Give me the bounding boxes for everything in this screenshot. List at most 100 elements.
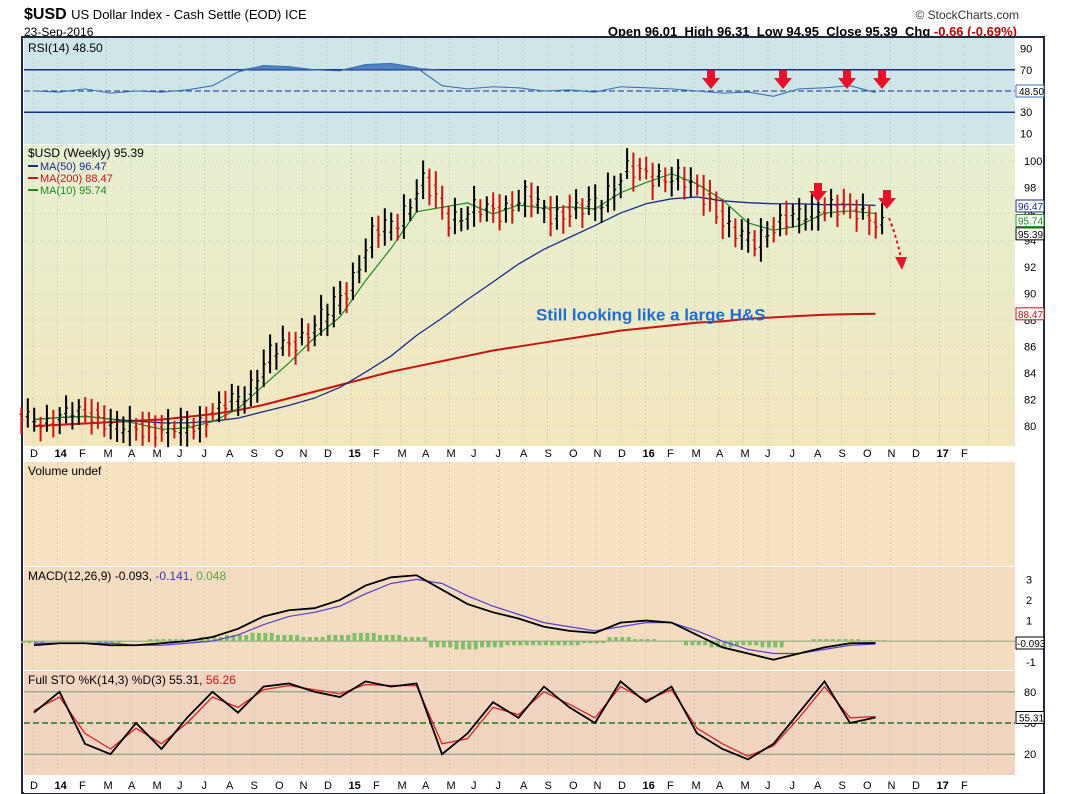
x-tick-label: M (447, 448, 456, 460)
macd-hist-bar (231, 634, 236, 642)
macd-hist-bar (645, 639, 650, 642)
macd-hist-bar (288, 634, 293, 642)
rsi-arrow-head (873, 78, 891, 89)
x-tick-label: D (618, 448, 626, 460)
volume-legend: Volume undef (28, 464, 102, 478)
macd-hist-bar (658, 641, 663, 642)
rsi-legend: RSI(14) 48.50 (28, 41, 103, 55)
ma50-tag-bg (1015, 199, 1045, 213)
x-tick-label: J (177, 448, 183, 460)
macd-hist-bar (837, 639, 841, 642)
rsi-arrow-shaft (779, 70, 787, 79)
macd-hist-bar (352, 632, 357, 642)
x-tick-label: J (765, 780, 771, 792)
macd-hist-bar (320, 637, 325, 642)
rsi-arrow-head (774, 78, 792, 89)
macd-hist-bar (27, 641, 32, 644)
macd-hist-bar (371, 632, 376, 642)
macd-hist-bar (422, 637, 427, 642)
macd-hist-bar (205, 637, 210, 642)
macd-hist-bar (524, 641, 529, 646)
macd-hist-bar (805, 641, 810, 642)
close-label: Close (826, 24, 862, 39)
x-tick-label: A (128, 448, 136, 460)
ma50-tag: 96.47 (1018, 202, 1043, 213)
x-tick-label: O (275, 448, 284, 460)
x-tick-label: F (667, 448, 674, 460)
macd-hist-bar (773, 641, 778, 648)
sto-legend-part: 56.26 (206, 673, 236, 687)
macd-hist-bar (486, 641, 491, 648)
price-arrow-head (878, 198, 896, 209)
macd-hist-bar (811, 639, 816, 642)
price-y-tick: 84 (1024, 368, 1036, 380)
x-tick-label: J (471, 448, 477, 460)
rsi-arrow-shaft (878, 70, 886, 79)
x-tick-label: M (153, 448, 162, 460)
x-tick-label: F (79, 780, 86, 792)
macd-hist-bar (664, 641, 669, 642)
source-label[interactable]: © StockCharts.com (915, 8, 1019, 22)
x-tick-label: D (324, 448, 332, 460)
macd-hist-bar (142, 641, 147, 642)
macd-hist-bar (78, 641, 83, 642)
macd-hist-bar (798, 641, 803, 642)
x-tick-label: M (398, 448, 407, 460)
x-tick-label: 16 (643, 448, 655, 460)
macd-hist-bar (46, 641, 51, 642)
price-y-tick: 100 (1024, 156, 1042, 168)
x-tick-label: M (692, 448, 701, 460)
macd-hist-bar (358, 632, 363, 642)
macd-hist-bar (550, 641, 555, 646)
x-tick-label: 15 (349, 780, 361, 792)
rsi-arrow-head (838, 78, 856, 89)
macd-hist-bar (365, 632, 370, 642)
macd-hist-bar (817, 639, 822, 642)
macd-hist-bar (256, 632, 261, 642)
price-y-tick: 92 (1024, 262, 1036, 274)
macd-hist-bar (390, 634, 395, 642)
macd-hist-bar (492, 641, 497, 648)
projection-arrowhead (895, 257, 907, 270)
x-tick-label: 16 (643, 780, 655, 792)
macd-hist-bar (741, 641, 746, 646)
macd-hist-bar (779, 641, 784, 648)
macd-hist-bar (518, 641, 523, 646)
price-title: $USD (Weekly) 95.39 (28, 146, 144, 160)
macd-hist-bar (327, 634, 331, 642)
macd-hist-bar (154, 639, 159, 642)
ohlc-readout: Open 96.01 High 96.31 Low 94.95 Close 95… (608, 24, 1017, 39)
macd-value-tag: -0.093 (1017, 639, 1046, 650)
x-tick-label: D (30, 448, 38, 460)
rsi-y-tick: 30 (1020, 107, 1032, 119)
x-tick-label: J (202, 448, 208, 460)
macd-hist-bar (766, 641, 771, 648)
chart-date: 23-Sep-2016 (24, 25, 94, 39)
macd-hist-bar (435, 641, 440, 648)
macd-hist-bar (97, 641, 102, 644)
macd-legend-part: -0.093, (115, 569, 156, 583)
x-tick-label: N (888, 448, 896, 460)
macd-hist-bar (148, 639, 153, 642)
macd-hist-bar (601, 641, 606, 644)
macd-hist-bar (416, 637, 421, 642)
macd-hist-bar (441, 641, 446, 648)
macd-hist-bar (378, 634, 382, 642)
x-tick-label: S (839, 448, 846, 460)
x-tick-label: F (373, 448, 380, 460)
macd-hist-bar (237, 634, 242, 642)
macd-hist-bar (531, 641, 535, 646)
price-y-tick: 82 (1024, 395, 1036, 407)
sto-k-line (33, 679, 876, 761)
rsi-value-tag-bg (1015, 84, 1045, 98)
close-tag: 95.39 (1018, 230, 1043, 241)
x-tick-label: M (104, 780, 113, 792)
x-tick-label: O (569, 448, 578, 460)
x-tick-label: 17 (937, 448, 949, 460)
macd-hist-bar (123, 641, 127, 642)
x-tick-label: 14 (55, 780, 68, 792)
macd-hist-bar (690, 641, 695, 646)
sto-legend: Full STO %K(14,3) %D(3) 55.31, 56.26 (28, 673, 236, 687)
macd-hist-bar (40, 641, 45, 644)
macd-hist-bar (250, 632, 255, 642)
